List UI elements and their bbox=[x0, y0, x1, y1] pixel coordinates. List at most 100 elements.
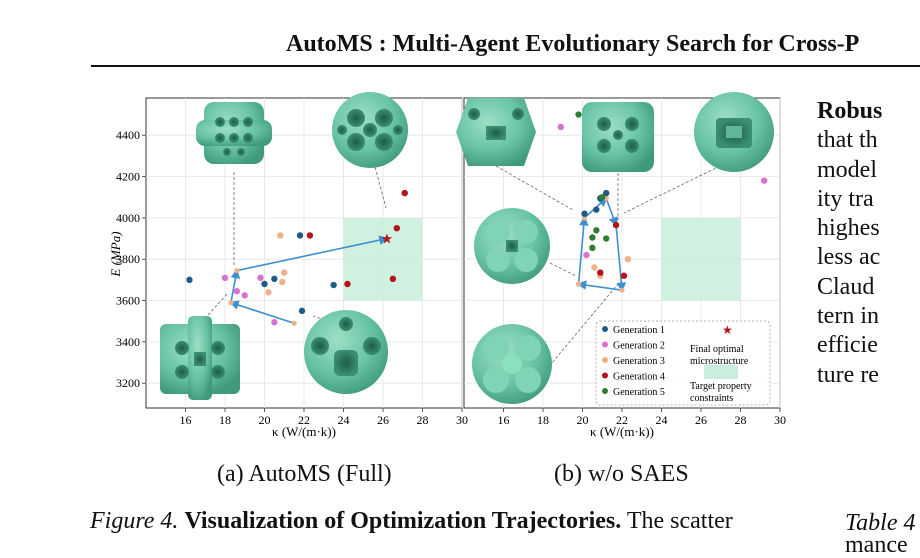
x-tick-label: 24 bbox=[656, 413, 668, 427]
trajectory-segment bbox=[577, 215, 589, 285]
text-line: tern in bbox=[817, 303, 879, 330]
x-axis-label-b: κ (W/(m·k)) bbox=[590, 424, 654, 439]
data-point bbox=[624, 256, 632, 263]
y-axis-label-a: E (MPa) bbox=[108, 231, 123, 277]
figure-caption: Figure 4. Visualization of Optimization … bbox=[90, 508, 733, 535]
data-point bbox=[583, 251, 590, 259]
right-column-text: Robus that th model ity tra highes less … bbox=[817, 97, 920, 390]
x-tick-label: 28 bbox=[735, 413, 747, 427]
legend-marker bbox=[602, 341, 608, 348]
data-point bbox=[265, 289, 272, 296]
data-point bbox=[271, 275, 278, 283]
text-line: efficie bbox=[817, 332, 878, 359]
y-tick-label: 4400 bbox=[116, 128, 140, 142]
trajectory-node bbox=[228, 300, 234, 306]
subcaption-a: (a) AutoMS (Full) bbox=[217, 461, 392, 487]
data-point bbox=[589, 234, 596, 241]
data-point bbox=[603, 189, 610, 197]
paragraph-heading: Robus bbox=[817, 98, 883, 124]
data-point bbox=[591, 264, 598, 271]
caption-label: Figure 4. bbox=[90, 508, 179, 534]
x-tick-label: 30 bbox=[456, 413, 468, 427]
target-region bbox=[661, 217, 741, 301]
caption-title: Visualization of Optimization Trajectori… bbox=[184, 508, 622, 534]
data-point bbox=[575, 111, 582, 118]
microstructure-b-middle-left bbox=[474, 208, 550, 284]
trajectory-node bbox=[234, 267, 240, 274]
x-tick-label: 16 bbox=[180, 413, 192, 427]
data-point bbox=[277, 232, 284, 239]
data-point bbox=[306, 232, 314, 239]
legend-marker bbox=[602, 372, 608, 379]
y-tick-label: 3200 bbox=[116, 376, 140, 390]
y-tick-label: 4200 bbox=[116, 170, 140, 184]
header-rule bbox=[91, 65, 920, 67]
data-point bbox=[221, 274, 229, 281]
data-point bbox=[599, 194, 606, 201]
trajectory-segment bbox=[229, 300, 295, 325]
trajectory-node bbox=[384, 235, 390, 242]
running-header: AutoMS : Multi-Agent Evolutionary Search… bbox=[286, 31, 860, 57]
microstructure-a-top-left bbox=[196, 102, 272, 164]
microstructure-b-top-left bbox=[456, 98, 536, 166]
y-tick-label: 3800 bbox=[116, 252, 140, 266]
legend-target-swatch bbox=[704, 365, 738, 379]
legend-marker bbox=[602, 357, 608, 363]
trajectory-node bbox=[619, 287, 625, 293]
x-tick-label: 20 bbox=[259, 413, 271, 427]
legend-marker bbox=[602, 388, 608, 394]
figure-4: ★ 16 18 20 22 24 26 28 30 3200 3400 3600 3800 4000 42… bbox=[108, 92, 786, 439]
data-point bbox=[603, 235, 610, 242]
text-line: less ac bbox=[817, 244, 881, 271]
trajectory-node bbox=[575, 281, 582, 287]
x-tick-label: 26 bbox=[377, 413, 389, 427]
legend-entry-label: Generation 4 bbox=[613, 372, 665, 383]
microstructure-b-top-middle bbox=[582, 102, 654, 172]
axis-ticks-a: 16 18 20 22 24 26 28 30 3200 3400 3600 3800 4000 4200… bbox=[116, 128, 468, 427]
x-tick-label: 26 bbox=[695, 413, 707, 427]
data-point bbox=[597, 269, 604, 276]
trajectory-segment bbox=[576, 280, 623, 291]
y-tick-label: 3400 bbox=[116, 335, 140, 349]
leader-lines-b bbox=[495, 165, 721, 371]
text-line: ture re bbox=[817, 361, 879, 388]
data-point bbox=[393, 225, 401, 232]
legend-final-label-1: Final optimal bbox=[690, 344, 744, 355]
data-point bbox=[344, 280, 351, 288]
caption-text: The scatter bbox=[621, 508, 733, 534]
data-point bbox=[589, 244, 596, 252]
data-point bbox=[271, 319, 278, 326]
legend-marker bbox=[602, 326, 608, 332]
legend-final-label-2: microstructure bbox=[690, 356, 749, 367]
text-line: Claud bbox=[817, 273, 875, 300]
data-point bbox=[389, 275, 397, 283]
trajectory-segment bbox=[605, 197, 618, 227]
trajectory-node bbox=[291, 320, 297, 326]
data-point bbox=[279, 278, 286, 286]
data-point bbox=[620, 272, 628, 279]
x-tick-label: 30 bbox=[774, 413, 786, 427]
table-caption-text: mance bbox=[845, 532, 908, 558]
legend-entry-label: Generation 2 bbox=[613, 341, 665, 352]
data-point bbox=[233, 288, 241, 295]
trajectory-segment bbox=[615, 225, 627, 293]
data-point bbox=[298, 307, 306, 315]
scatter-points-b bbox=[557, 111, 768, 279]
legend: Generation 1 Generation 2 Generation 3 Gene… bbox=[595, 320, 771, 406]
trajectory-segment bbox=[230, 268, 241, 303]
legend-target-label-2: constraints bbox=[690, 393, 733, 404]
data-point bbox=[330, 281, 337, 289]
text-line: highes bbox=[817, 215, 880, 242]
legend-entry-label: Generation 1 bbox=[613, 325, 665, 336]
data-point bbox=[241, 292, 248, 299]
x-tick-label: 18 bbox=[219, 413, 231, 427]
x-tick-label: 22 bbox=[616, 413, 628, 427]
data-point bbox=[296, 232, 304, 239]
table-caption: Table 4 mance bbox=[845, 511, 915, 558]
data-point bbox=[593, 206, 600, 213]
legend-entry-label: Generation 5 bbox=[613, 387, 665, 398]
microstructure-a-bottom-left bbox=[160, 316, 240, 400]
y-tick-label: 3600 bbox=[116, 294, 140, 308]
data-point bbox=[593, 227, 600, 234]
scatter-points-a: ★ bbox=[186, 189, 408, 326]
